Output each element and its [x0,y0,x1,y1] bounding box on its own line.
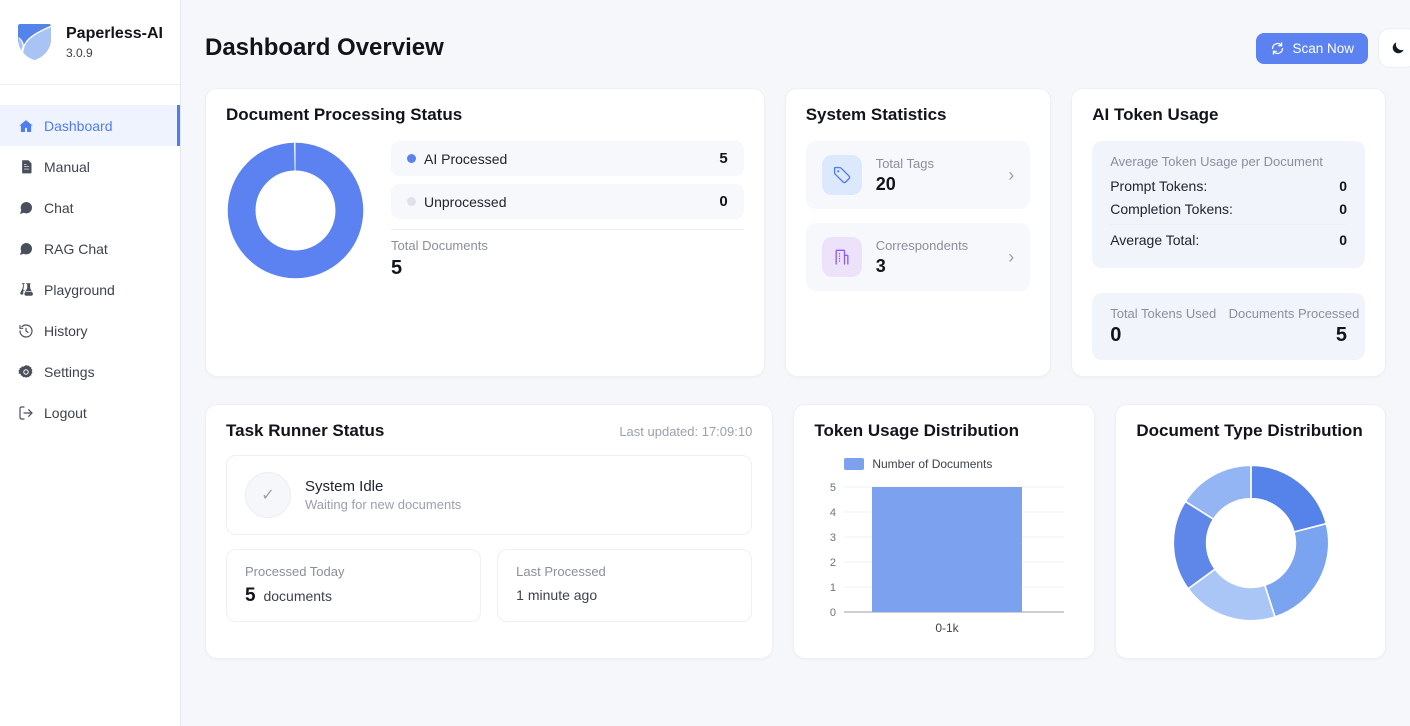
svg-text:2: 2 [830,557,836,569]
svg-text:0-1k: 0-1k [936,621,960,635]
svg-text:4: 4 [830,507,836,519]
svg-text:0: 0 [830,607,836,619]
svg-text:5: 5 [830,482,836,494]
svg-text:1: 1 [830,582,836,594]
svg-text:3: 3 [830,532,836,544]
